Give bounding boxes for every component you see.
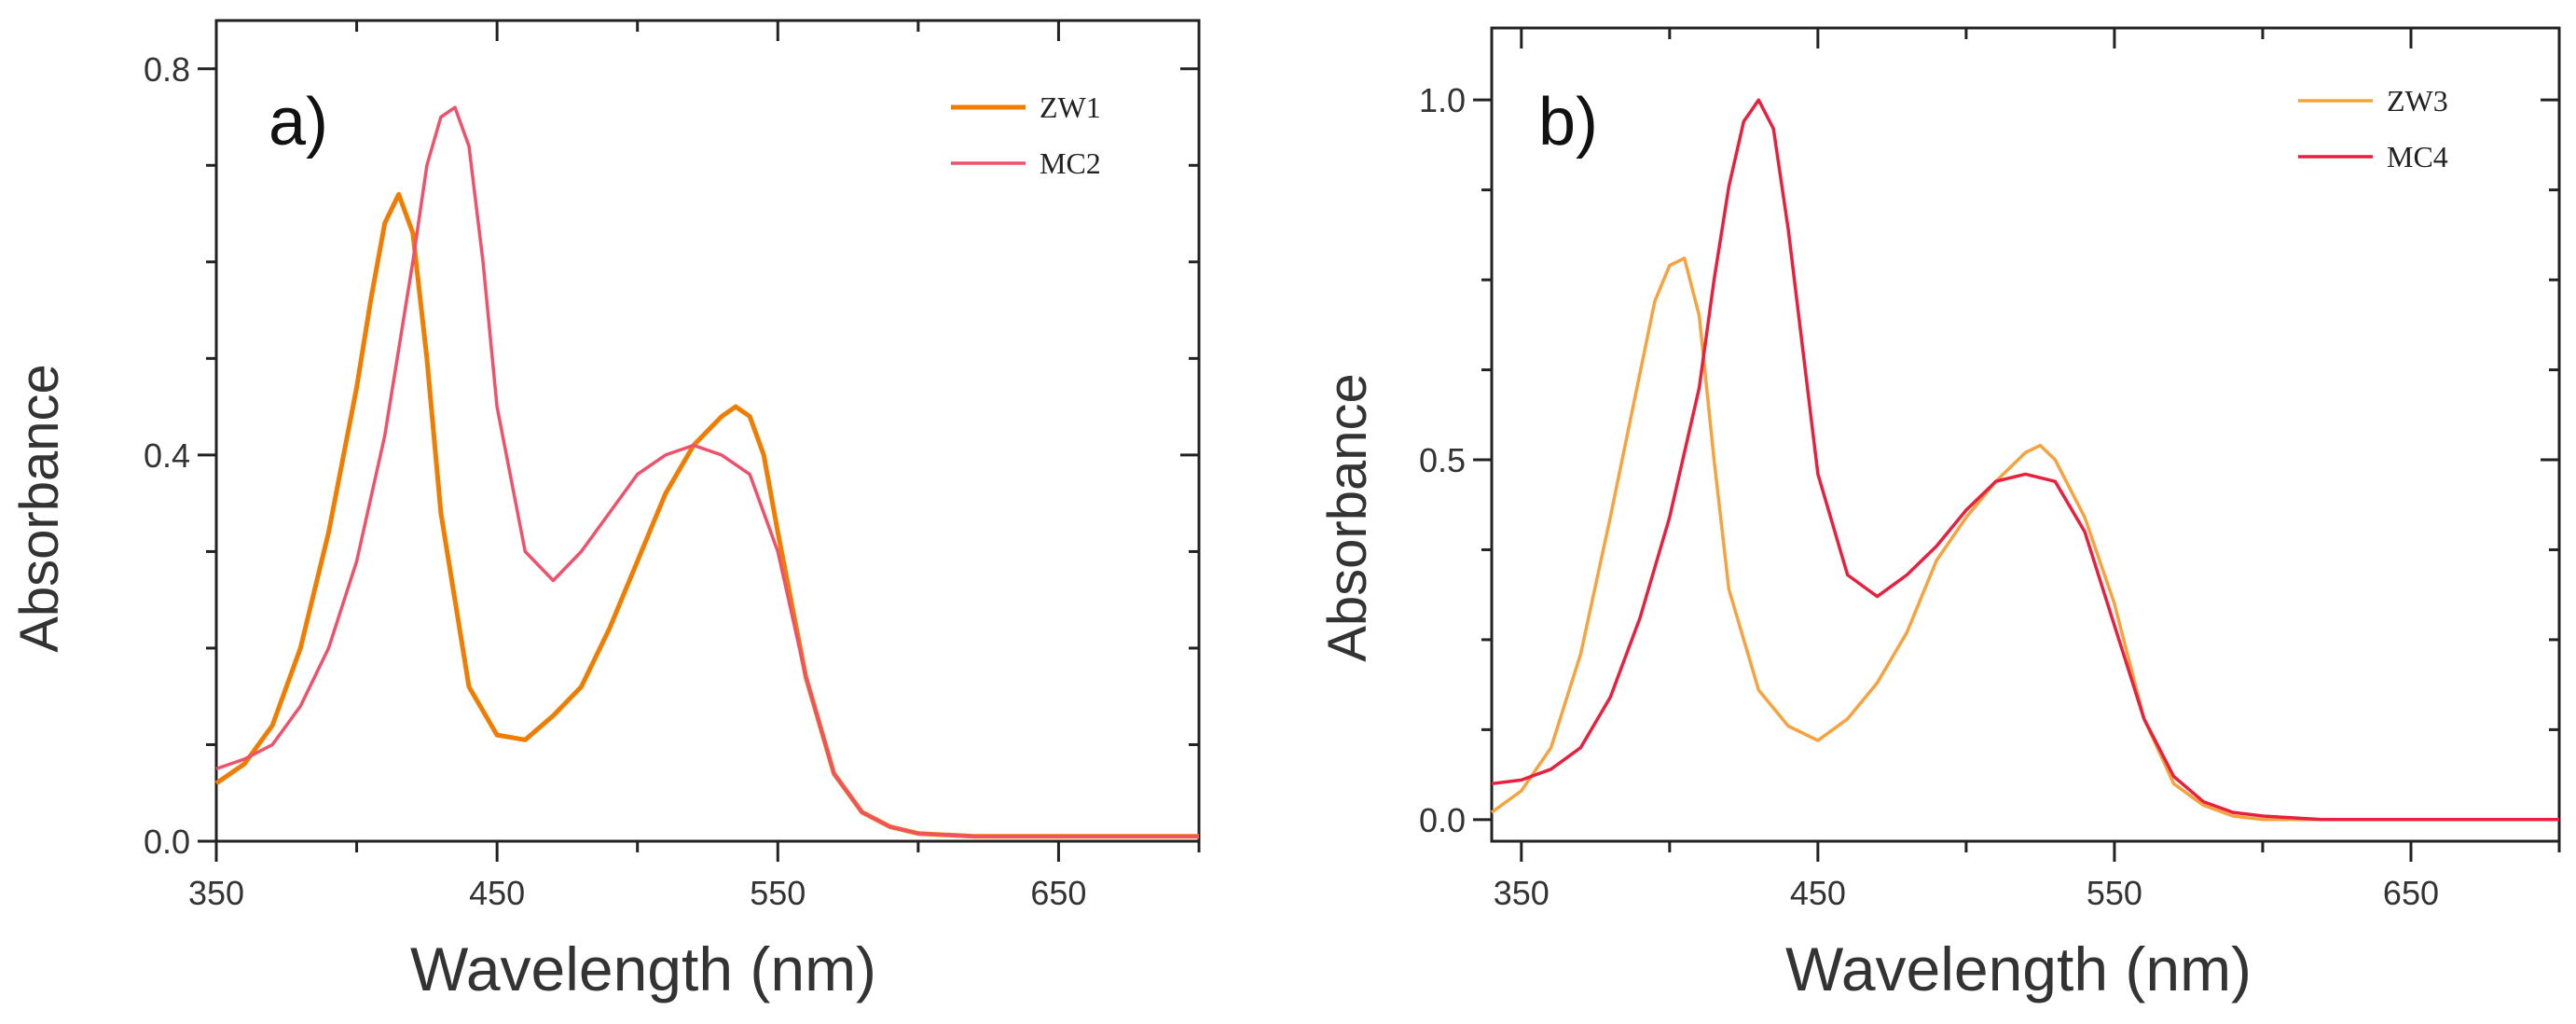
y-tick-label: 0.8 <box>144 50 190 89</box>
chart-panel-2: 350 450 550 650 0.0 0.5 1.0 Wavelength (nm) Abso… <box>1317 26 2561 1003</box>
x-tick-label: 350 <box>188 874 244 912</box>
x-tick-label: 650 <box>2383 874 2439 912</box>
x-tick-label: 450 <box>1790 874 1846 912</box>
y-tick-label: 0.4 <box>144 436 190 475</box>
series-line-mc4 <box>1491 98 2559 822</box>
legend-label: MC4 <box>2387 140 2448 173</box>
series-line-zw1 <box>214 191 1199 839</box>
series-line-zw3 <box>1490 256 2559 822</box>
legend-label: ZW3 <box>2387 84 2448 118</box>
plot-frame <box>1490 26 2561 843</box>
y-tick-label: 0.0 <box>144 823 190 861</box>
panel-label: a) <box>269 85 328 159</box>
x-axis-title: Wavelength (nm) <box>410 934 876 1003</box>
y-tick-label: 0.0 <box>1419 801 1466 839</box>
y-axis-title: Absorbance <box>9 364 70 653</box>
chart-panel-1: 350 450 550 650 0.0 0.4 0.8 Wavelength (nm) Abso… <box>9 19 1201 1003</box>
x-tick-label: 450 <box>469 874 525 912</box>
panel-label: b) <box>1538 85 1598 159</box>
x-tick-label: 650 <box>1030 874 1086 912</box>
x-axis-title: Wavelength (nm) <box>1785 934 2252 1003</box>
y-axis-title: Absorbance <box>1317 373 1378 662</box>
legend-label: ZW1 <box>1040 90 1101 124</box>
plot-frame <box>214 19 1201 843</box>
series-line-mc2 <box>215 105 1199 838</box>
x-tick-label: 550 <box>750 874 806 912</box>
x-tick-label: 550 <box>2087 874 2142 912</box>
legend-label: MC2 <box>1040 146 1101 180</box>
x-tick-label: 350 <box>1494 874 1550 912</box>
y-tick-label: 1.0 <box>1419 81 1466 119</box>
y-tick-label: 0.5 <box>1419 441 1466 479</box>
